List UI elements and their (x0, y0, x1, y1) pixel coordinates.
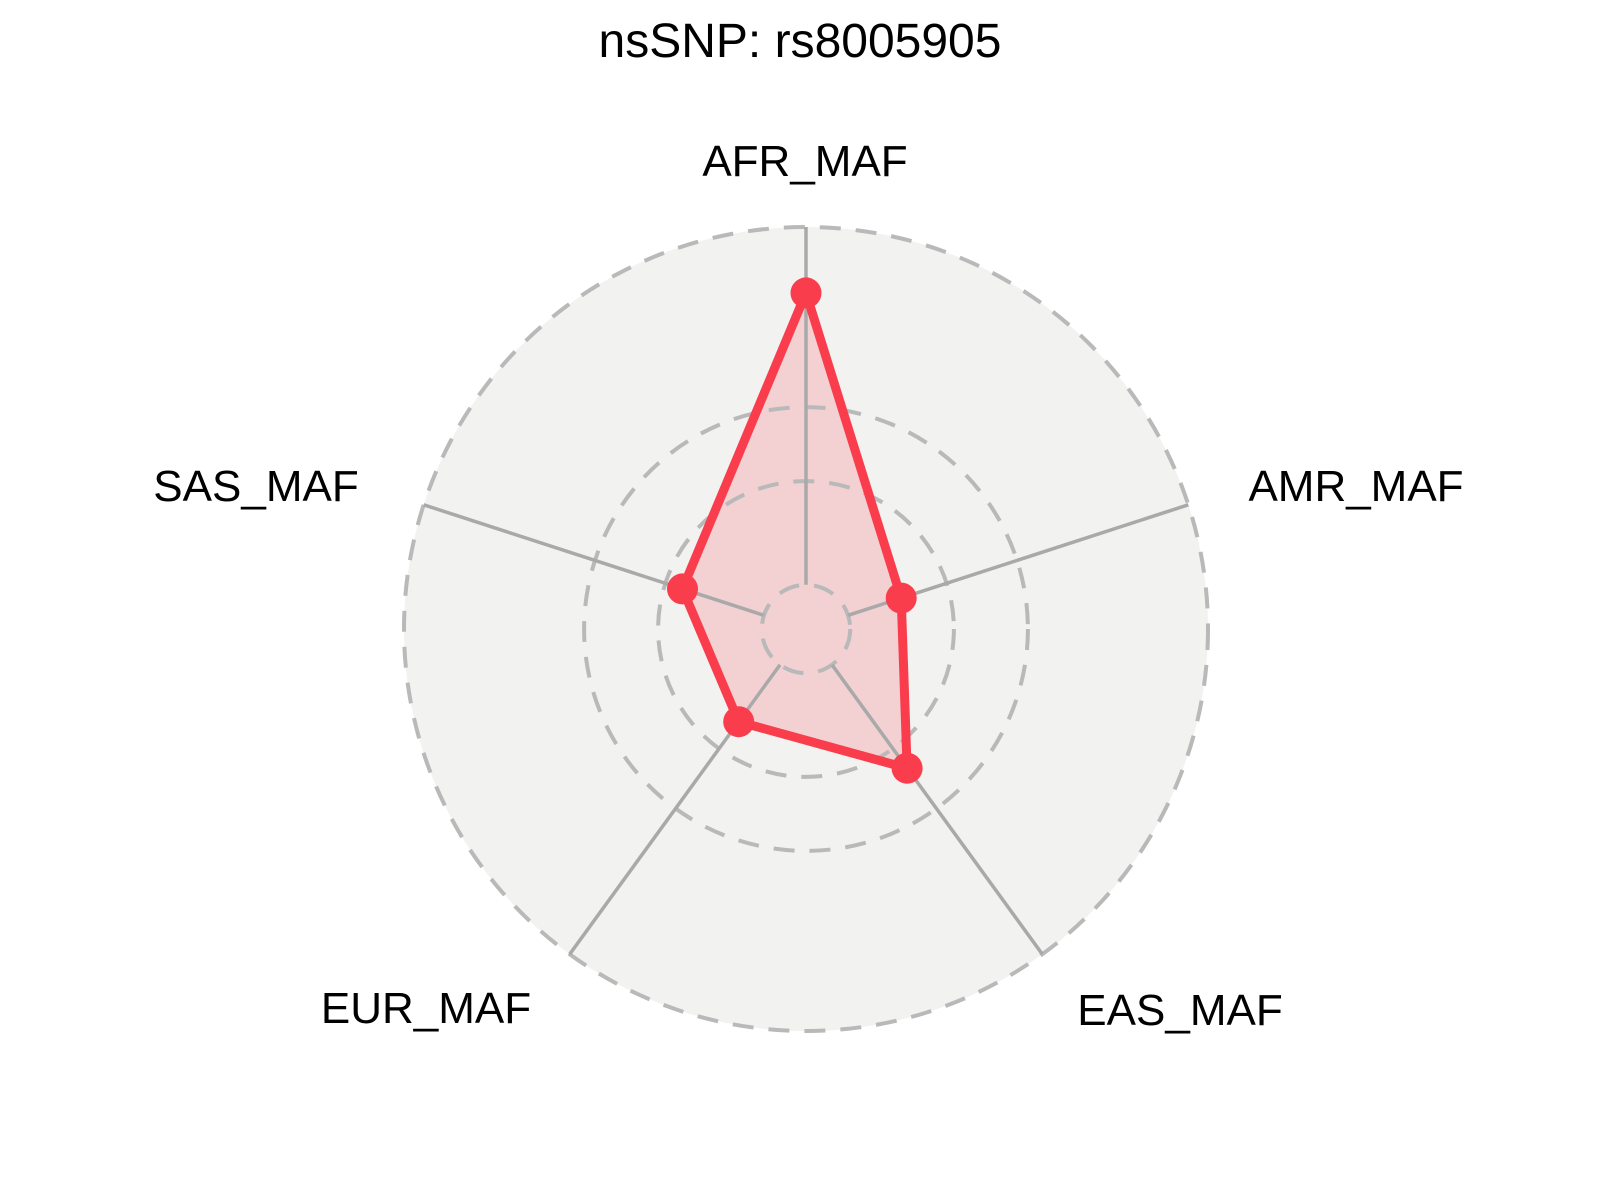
axis-label-eas-maf: EAS_MAF (1077, 986, 1283, 1035)
data-point-marker (891, 752, 923, 784)
data-point-marker (667, 573, 698, 605)
axis-label-afr-maf: AFR_MAF (702, 137, 908, 186)
grid-ring (759, 582, 853, 676)
axis-label-amr-maf: AMR_MAF (1248, 462, 1464, 511)
series-line (678, 288, 912, 773)
axis-spoke (423, 503, 765, 617)
series-fill-area (682, 292, 908, 769)
axis-label-sas-maf: SAS_MAF (153, 462, 359, 511)
data-point-marker (885, 582, 917, 614)
data-point-marker (723, 706, 755, 738)
axis-spoke (830, 663, 1044, 956)
chart-title: nsSNP: rs8005905 (598, 15, 1002, 68)
data-point-marker (790, 277, 822, 309)
axis-label-eur-maf: EUR_MAF (320, 984, 532, 1033)
polar-plot-area (404, 227, 1208, 1031)
grid-ring (402, 225, 1210, 1033)
